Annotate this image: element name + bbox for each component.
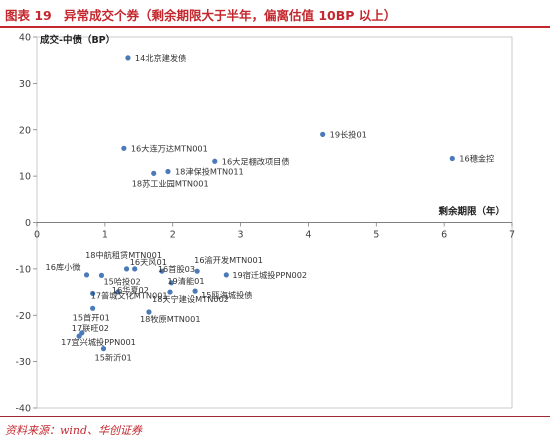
data-point bbox=[83, 272, 90, 278]
figure-title: 异常成交个券（剩余期限大于半年，偏离估值 10BP 以上） bbox=[64, 8, 397, 23]
data-point-label: 16首股03 bbox=[158, 264, 195, 274]
data-point-label: 17普城文化MTN001 bbox=[91, 290, 168, 300]
data-point bbox=[165, 168, 171, 175]
data-point bbox=[168, 280, 174, 286]
x-tick-label: 3 bbox=[238, 230, 244, 241]
data-point-label: 19长投01 bbox=[330, 129, 367, 139]
data-point-label: 15首开01 bbox=[73, 312, 110, 322]
y-tick-label: 30 bbox=[19, 79, 31, 90]
x-tick-label: 5 bbox=[373, 230, 379, 241]
data-point-label: 16华夏02 bbox=[112, 285, 149, 295]
x-tick-label: 1 bbox=[102, 230, 108, 241]
data-point bbox=[194, 268, 200, 274]
data-point-label: 18中航租赁MTN001 bbox=[85, 250, 162, 260]
figure-header: 图表 19 异常成交个券（剩余期限大于半年，偏离估值 10BP 以上） bbox=[0, 0, 550, 28]
data-point bbox=[90, 290, 96, 297]
data-point-label: 18牧原MTN001 bbox=[140, 314, 201, 324]
y-tick-label: 20 bbox=[19, 125, 31, 136]
data-point bbox=[192, 288, 198, 294]
data-point-label: 16天风01 bbox=[130, 257, 167, 267]
data-point bbox=[159, 268, 165, 274]
x-tick-label: 7 bbox=[509, 230, 515, 241]
y-axis: 40 30 20 10 0 -10 -20 -30 -40 bbox=[15, 33, 37, 415]
data-point-label: 14北京建发债 bbox=[135, 53, 186, 63]
data-point bbox=[123, 266, 130, 272]
data-point bbox=[212, 158, 218, 164]
source-note: 资料来源：wind、华创证券 bbox=[5, 424, 143, 437]
data-point-label: 15哈投02 bbox=[103, 276, 140, 286]
y-tick-label: 40 bbox=[19, 33, 31, 44]
data-point-label: 17宜兴城投PPN001 bbox=[61, 337, 136, 347]
point-labels: 14北京建发债19长投0116穗金控16大连万达MTN00116大足棚改项目债1… bbox=[46, 53, 495, 363]
data-point bbox=[100, 346, 107, 352]
data-point-label: 16渝开发MTN001 bbox=[194, 255, 263, 265]
data-point bbox=[115, 289, 121, 295]
data-point-label: 19清能01 bbox=[167, 276, 204, 286]
data-point-label: 15新沂01 bbox=[95, 353, 132, 363]
data-point bbox=[167, 289, 173, 295]
data-point bbox=[320, 131, 326, 137]
x-axis: 0 1 2 3 4 5 6 7 bbox=[34, 222, 515, 241]
data-point bbox=[90, 305, 96, 311]
x-tick-label: 4 bbox=[305, 230, 311, 241]
data-point-label: 18津保投MTN011 bbox=[175, 166, 244, 176]
y-tick-label: -40 bbox=[15, 404, 31, 415]
figure-label: 图表 19 bbox=[5, 8, 52, 23]
y-tick-label: -10 bbox=[15, 264, 31, 275]
data-point-label: 16穗金控 bbox=[459, 154, 494, 164]
data-point-label: 15瓯海城投债 bbox=[201, 290, 252, 300]
data-point bbox=[449, 155, 455, 162]
data-point-label: 16大连万达MTN001 bbox=[131, 143, 208, 153]
x-tick-label: 0 bbox=[34, 230, 40, 241]
data-point bbox=[98, 272, 105, 278]
y-axis-label: 成交-中债（BP） bbox=[40, 34, 115, 46]
y-tick-label: -30 bbox=[15, 357, 31, 368]
data-point bbox=[223, 272, 229, 278]
data-point-label: 19宿迁城投PPN002 bbox=[232, 270, 307, 280]
data-point bbox=[146, 309, 152, 315]
data-point bbox=[125, 55, 131, 61]
data-point-label: 16大足棚改项目债 bbox=[222, 156, 290, 166]
x-tick-label: 6 bbox=[441, 230, 447, 241]
y-tick-label: 10 bbox=[19, 172, 31, 183]
y-tick-label: 0 bbox=[25, 218, 31, 229]
y-tick-label: -20 bbox=[15, 311, 31, 322]
x-axis-label: 剩余期限（年） bbox=[438, 206, 505, 218]
data-point bbox=[76, 333, 82, 339]
data-point bbox=[132, 266, 138, 272]
data-point-label: 16库小微 bbox=[46, 262, 81, 272]
data-point bbox=[151, 170, 157, 176]
x-tick-label: 2 bbox=[170, 230, 176, 241]
data-point-label: 17联旺02 bbox=[72, 323, 109, 333]
data-point-label: 18天宁建设MTN002 bbox=[152, 294, 229, 304]
data-point-label: 18苏工业园MTN001 bbox=[132, 178, 209, 188]
data-point bbox=[121, 145, 127, 151]
data-points bbox=[76, 55, 455, 352]
figure-footer: 资料来源：wind、华创证券 bbox=[0, 416, 550, 442]
